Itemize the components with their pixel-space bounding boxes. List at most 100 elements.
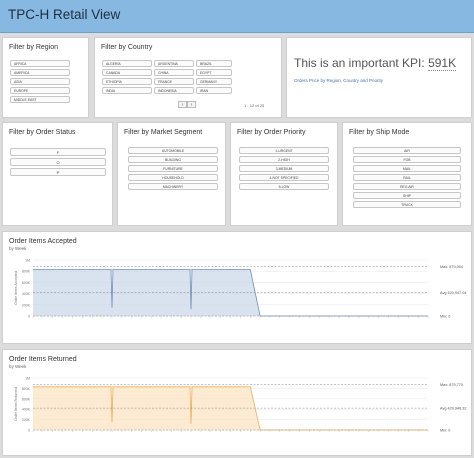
order-status-chip[interactable]: F — [10, 148, 106, 156]
data-point — [240, 269, 241, 270]
data-point — [151, 386, 152, 388]
ship-mode-chip[interactable]: MAIL — [353, 165, 461, 172]
data-point — [249, 269, 251, 270]
data-point — [62, 386, 63, 388]
order-status-filter-card: Filter by Order Status F O P — [2, 122, 113, 226]
data-point — [121, 269, 123, 270]
order-priority-chip[interactable]: 4-NOT SPECIFIED — [239, 174, 329, 181]
data-point — [378, 315, 379, 317]
data-point — [42, 386, 44, 388]
y-tick-label: 400K — [22, 408, 31, 412]
ship-mode-chip[interactable]: AIR — [353, 147, 461, 154]
data-point — [82, 386, 83, 388]
chart-subtitle: by Week — [9, 246, 27, 251]
order-priority-filter-title: Filter by Order Priority — [237, 129, 306, 136]
data-point — [72, 269, 73, 270]
region-filter-title: Filter by Region — [9, 44, 59, 51]
pagination-prev-button[interactable]: ‹ — [178, 101, 187, 108]
series-area — [33, 269, 428, 316]
kpi-subtitle: Orders Price by Region, Country and Prio… — [294, 78, 384, 83]
data-point — [200, 386, 202, 388]
market-segment-chip[interactable]: BUILDING — [128, 156, 218, 163]
region-chip[interactable]: ASIA — [10, 78, 70, 85]
market-segment-chip[interactable]: MACHINERY — [128, 183, 218, 190]
country-chip[interactable]: FRANCE — [154, 78, 194, 85]
country-chip[interactable]: INDIA — [102, 87, 152, 94]
y-tick-label: 800K — [22, 270, 31, 274]
data-point — [111, 386, 113, 388]
country-chip[interactable]: CHINA — [154, 69, 194, 76]
data-point — [180, 386, 182, 388]
chevron-left-icon: ‹ — [181, 102, 184, 108]
market-segment-filter-card: Filter by Market Segment AUTOMOBILE BUIL… — [117, 122, 226, 226]
accepted-chart: 1M 800K 600K 400K 200K 0 Order Items Accepted M… — [14, 259, 467, 319]
country-filter-card: Filter by Country ALGERIA ARGENTINA BRAZ… — [94, 37, 282, 118]
data-point — [180, 269, 182, 270]
data-point — [220, 386, 221, 388]
returned-chart: 1M 800K 600K 400K 200K 0 Order Items Returned M… — [14, 377, 467, 433]
country-chip[interactable]: ARGENTINA — [154, 60, 194, 67]
y-axis-label: Order Items Returned — [14, 387, 18, 421]
country-chip[interactable]: BRAZIL — [196, 60, 232, 67]
data-point — [141, 386, 142, 388]
region-chip[interactable]: EUROPE — [10, 87, 70, 94]
order-priority-chip[interactable]: 5-LOW — [239, 183, 329, 190]
data-point — [52, 269, 54, 270]
country-chip[interactable]: ETHIOPIA — [102, 78, 152, 85]
data-point — [220, 269, 221, 270]
order-status-chip[interactable]: O — [10, 158, 106, 166]
country-filter-title: Filter by Country — [101, 44, 153, 51]
data-point — [141, 269, 142, 270]
order-priority-chip[interactable]: 3-MEDIUM — [239, 165, 329, 172]
ship-mode-filter-card: Filter by Ship Mode AIR FOB MAIL RAIL RE… — [342, 122, 472, 226]
data-point — [210, 386, 212, 388]
country-chip[interactable]: INDONESIA — [154, 87, 194, 94]
data-point — [101, 386, 103, 388]
y-tick-label: 1M — [25, 259, 30, 263]
data-point — [52, 386, 54, 388]
data-point — [319, 429, 320, 431]
country-chip[interactable]: ALGERIA — [102, 60, 152, 67]
data-point — [82, 269, 83, 270]
ship-mode-chip[interactable]: FOB — [353, 156, 461, 163]
pagination-next-button[interactable]: › — [187, 101, 196, 108]
country-chip[interactable]: EGYPT — [196, 69, 232, 76]
ship-mode-chip[interactable]: SHIP — [353, 192, 461, 199]
y-tick-label: 0 — [28, 429, 30, 433]
region-chip[interactable]: AMERICA — [10, 69, 70, 76]
market-segment-chip[interactable]: HOUSEHOLD — [128, 174, 218, 181]
data-point — [32, 386, 34, 388]
data-point — [230, 386, 231, 388]
order-status-chip[interactable]: P — [10, 168, 106, 176]
data-point — [151, 269, 152, 270]
data-point — [328, 429, 330, 431]
y-tick-label: 800K — [22, 387, 31, 391]
reference-line-label: Max: 879,770 — [440, 383, 463, 387]
region-chip[interactable]: MIDDLE EAST — [10, 96, 70, 103]
ship-mode-chip[interactable]: RAIL — [353, 174, 461, 181]
data-point — [210, 269, 212, 270]
market-segment-chip[interactable]: FURNITURE — [128, 165, 218, 172]
pagination-label: 1 - 12 of 25 — [244, 103, 265, 108]
order-priority-chip[interactable]: 2-HIGH — [239, 156, 329, 163]
accepted-chart-card: Order Items Accepted by Week 1M 800K 600K 4… — [2, 231, 472, 344]
order-priority-chip[interactable]: 1-URGENT — [239, 147, 329, 154]
data-point — [42, 269, 44, 270]
data-point — [368, 429, 370, 431]
region-chip[interactable]: AFRICA — [10, 60, 70, 67]
reference-line-label: Max: 879,904 — [440, 265, 463, 269]
data-point — [111, 269, 113, 270]
chevron-right-icon: › — [190, 102, 193, 108]
country-chip[interactable]: CANADA — [102, 69, 152, 76]
market-segment-chip[interactable]: AUTOMOBILE — [128, 147, 218, 154]
page-title: TPC-H Retail View — [8, 7, 121, 22]
y-tick-label: 400K — [22, 292, 31, 296]
country-chip[interactable]: GERMANY — [196, 78, 232, 85]
y-tick-label: 600K — [22, 281, 31, 285]
data-point — [91, 386, 93, 388]
ship-mode-chip[interactable]: TRUCK — [353, 201, 461, 208]
ship-mode-chip[interactable]: REG AIR — [353, 183, 461, 190]
reference-line-label: Min: 0 — [440, 429, 450, 433]
chart-title: Order Items Accepted — [9, 238, 77, 245]
country-chip[interactable]: IRAN — [196, 87, 232, 94]
